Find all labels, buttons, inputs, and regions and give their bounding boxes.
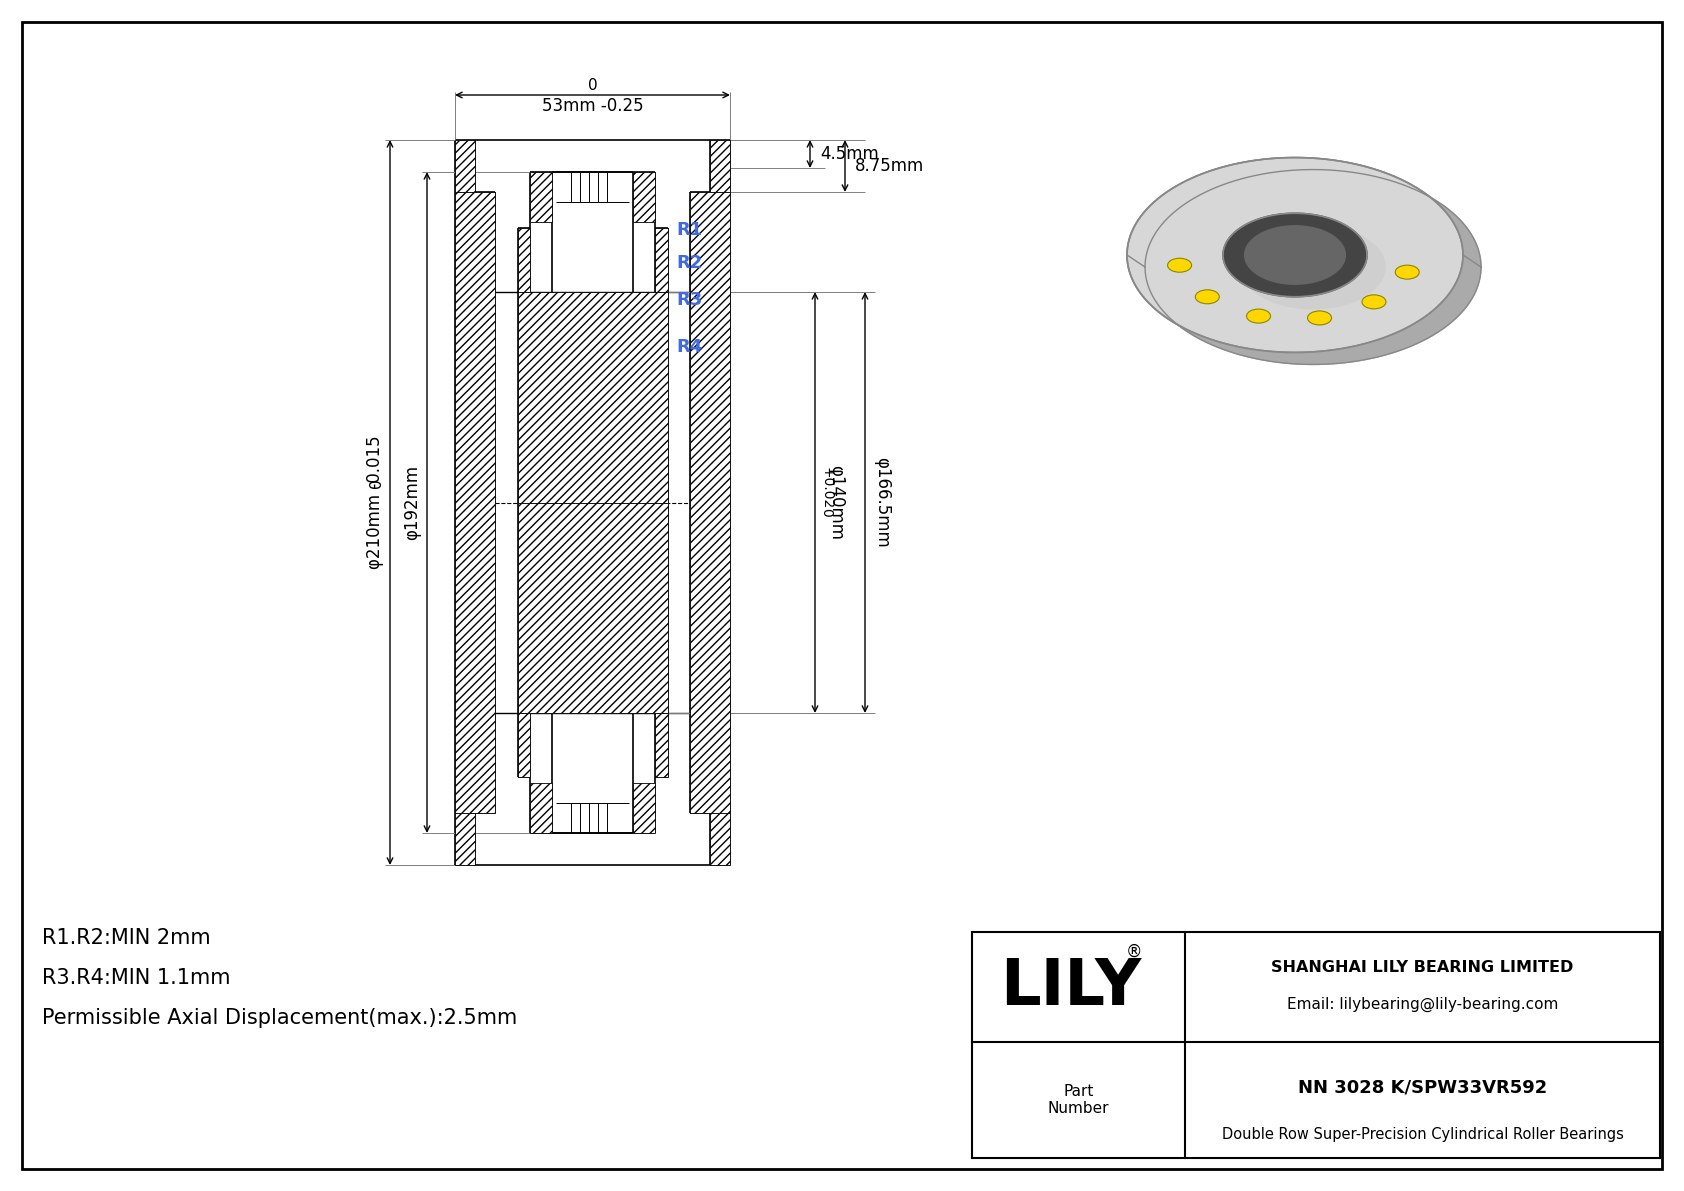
- Text: 8.75mm: 8.75mm: [855, 157, 925, 175]
- Polygon shape: [1223, 213, 1367, 297]
- Text: +0.02: +0.02: [818, 467, 834, 510]
- Bar: [519, 292, 669, 503]
- Bar: [530, 782, 552, 833]
- Bar: [519, 227, 530, 292]
- Bar: [633, 172, 655, 222]
- Polygon shape: [1244, 226, 1346, 285]
- Bar: [690, 192, 729, 813]
- Ellipse shape: [1246, 310, 1270, 323]
- Text: NN 3028 K/SPW33VR592: NN 3028 K/SPW33VR592: [1298, 1079, 1548, 1097]
- Polygon shape: [1127, 157, 1463, 353]
- Text: R2: R2: [675, 254, 702, 272]
- Text: R4: R4: [675, 338, 702, 356]
- Ellipse shape: [1196, 289, 1219, 304]
- Polygon shape: [1145, 169, 1480, 364]
- Text: 0: 0: [588, 77, 598, 93]
- Text: R1: R1: [675, 222, 702, 239]
- Text: R1.R2:MIN 2mm: R1.R2:MIN 2mm: [42, 928, 210, 948]
- Bar: [633, 782, 655, 833]
- Polygon shape: [1127, 157, 1463, 353]
- Text: 4.5mm: 4.5mm: [820, 145, 879, 163]
- Ellipse shape: [1362, 295, 1386, 308]
- Bar: [455, 813, 475, 865]
- Bar: [530, 172, 552, 222]
- Text: φ140mm: φ140mm: [827, 464, 845, 540]
- Text: Email: lilybearing@lily-bearing.com: Email: lilybearing@lily-bearing.com: [1287, 997, 1558, 1011]
- Polygon shape: [1223, 213, 1367, 297]
- Bar: [455, 192, 495, 813]
- Polygon shape: [1241, 225, 1384, 308]
- Text: 0: 0: [369, 479, 384, 488]
- Ellipse shape: [1167, 258, 1192, 273]
- Text: R3: R3: [675, 291, 702, 308]
- Bar: [655, 713, 669, 777]
- Text: Permissible Axial Displacement(max.):2.5mm: Permissible Axial Displacement(max.):2.5…: [42, 1008, 517, 1028]
- Ellipse shape: [1307, 311, 1332, 325]
- Text: 0: 0: [818, 509, 834, 517]
- Text: R3.R4:MIN 1.1mm: R3.R4:MIN 1.1mm: [42, 968, 231, 989]
- Text: SHANGHAI LILY BEARING LIMITED: SHANGHAI LILY BEARING LIMITED: [1271, 960, 1573, 975]
- Bar: [519, 713, 530, 777]
- Text: Double Row Super-Precision Cylindrical Roller Bearings: Double Row Super-Precision Cylindrical R…: [1221, 1127, 1623, 1141]
- Text: Part
Number: Part Number: [1047, 1084, 1110, 1116]
- Bar: [655, 227, 669, 292]
- Bar: [711, 813, 729, 865]
- Polygon shape: [1244, 226, 1346, 285]
- Ellipse shape: [1396, 266, 1420, 279]
- Bar: [455, 141, 475, 192]
- Text: φ210mm -0.015: φ210mm -0.015: [365, 436, 384, 569]
- Text: φ192mm: φ192mm: [402, 464, 421, 540]
- Text: φ166.5mm: φ166.5mm: [872, 457, 891, 548]
- Bar: [711, 141, 729, 192]
- Text: ®: ®: [1125, 943, 1142, 961]
- Text: 53mm -0.25: 53mm -0.25: [542, 96, 643, 116]
- Text: LILY: LILY: [1000, 956, 1142, 1018]
- Bar: [519, 503, 669, 713]
